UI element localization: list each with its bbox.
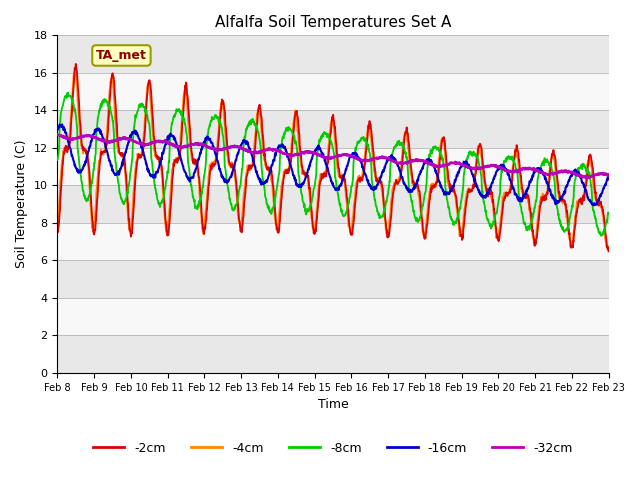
X-axis label: Time: Time [317,398,348,411]
Bar [58,185,609,223]
Bar [58,73,609,110]
Text: TA_met: TA_met [96,49,147,62]
Legend: -2cm, -4cm, -8cm, -16cm, -32cm: -2cm, -4cm, -8cm, -16cm, -32cm [88,436,578,459]
Y-axis label: Soil Temperature (C): Soil Temperature (C) [15,140,28,268]
Title: Alfalfa Soil Temperatures Set A: Alfalfa Soil Temperatures Set A [215,15,451,30]
Bar [58,110,609,148]
Bar [58,336,609,373]
Bar [58,148,609,185]
Bar [58,298,609,336]
Bar [58,260,609,298]
Bar [58,36,609,73]
Bar [58,223,609,260]
